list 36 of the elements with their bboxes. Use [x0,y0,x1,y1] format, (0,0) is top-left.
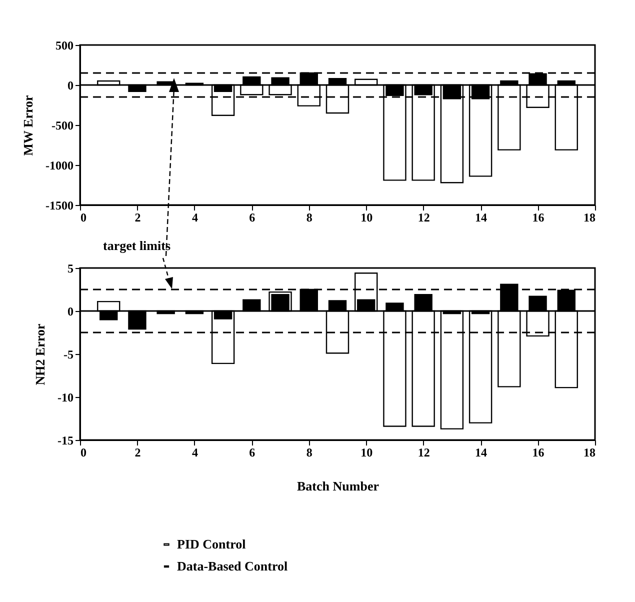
legend-label: PID Control [177,536,246,552]
x-tick-label: 8 [306,210,312,224]
x-tick-label: 2 [134,446,141,460]
x-tick-label: 0 [80,210,86,224]
y-axis-title: MW Error [20,95,36,156]
x-tick-label: 10 [360,446,373,460]
x-tick-label: 10 [360,210,373,224]
y-tick-label: 500 [56,38,74,52]
x-tick-label: 6 [249,446,256,460]
y-tick-label: 5 [68,262,74,276]
y-axis-title: NH2 Error [32,324,48,386]
x-axis-title: Batch Number [297,478,380,494]
y-tick-label: -1500 [46,198,74,212]
text: target limits [103,238,171,254]
x-tick-label: 8 [306,446,312,460]
x-tick-label: 6 [249,210,256,224]
legend-label: Data-Based Control [177,558,288,574]
y-tick-label: 0 [68,78,74,92]
x-tick-label: 14 [475,210,488,224]
x-tick-label: 12 [418,446,430,460]
x-tick-label: 2 [134,210,141,224]
y-tick-label: -5 [64,348,74,362]
x-tick-label: 14 [475,446,488,460]
x-tick-label: 18 [584,210,596,224]
x-tick-label: 4 [192,446,198,460]
x-tick-label: 0 [80,446,86,460]
x-tick-label: 4 [192,210,198,224]
x-tick-label: 16 [532,210,544,224]
x-tick-label: 18 [584,446,596,460]
x-tick-label: 12 [418,210,430,224]
y-tick-label: -15 [58,434,74,448]
y-tick-label: -500 [52,118,74,132]
y-tick-label: -10 [58,390,74,404]
y-tick-label: 0 [68,304,74,318]
y-tick-label: -1000 [46,158,74,172]
x-tick-label: 16 [532,446,544,460]
